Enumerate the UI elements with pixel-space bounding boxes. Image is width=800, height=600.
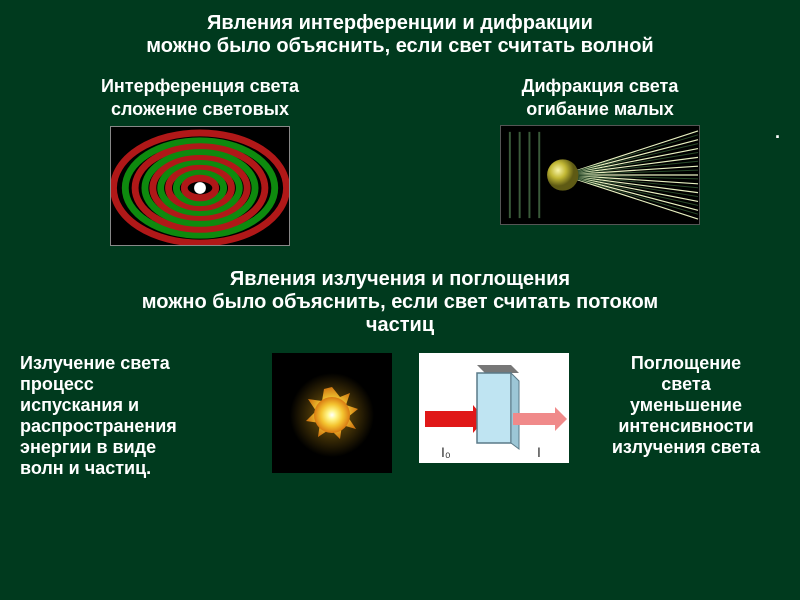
- absorption-l2: уменьшение: [586, 395, 786, 416]
- emission-image: [262, 353, 402, 473]
- diffraction-col: Дифракция света огибание малых .: [420, 76, 780, 260]
- star-svg: [272, 353, 392, 473]
- mid-line2: можно было объяснить, если свет считать …: [20, 291, 780, 314]
- diffraction-svg: [500, 125, 700, 225]
- top-row: Интерференция света сложение световых: [20, 76, 780, 260]
- title-line1: Явления интерференции и дифракции: [20, 12, 780, 35]
- interference-svg: [110, 126, 290, 246]
- emission-l2: испускания и: [20, 395, 250, 416]
- interference-heading: Интерференция света: [20, 76, 380, 97]
- i-label: I: [537, 444, 541, 460]
- absorption-heading: Поглощение: [586, 353, 786, 374]
- mid-title: Явления излучения и поглощения можно был…: [20, 268, 780, 337]
- interference-col: Интерференция света сложение световых: [20, 76, 380, 260]
- absorption-l3: интенсивности: [586, 416, 786, 437]
- interference-sub: сложение световых: [20, 99, 380, 120]
- interference-image: [20, 126, 380, 246]
- emission-l5: волн и частиц.: [20, 458, 250, 479]
- emission-l1: процесс: [20, 374, 250, 395]
- absorption-text: Поглощение света уменьшение интенсивност…: [586, 353, 786, 458]
- absorb-svg: I₀ I: [419, 353, 569, 463]
- mid-line3: частиц: [20, 314, 780, 337]
- emission-heading: Излучение света: [20, 353, 250, 374]
- title-line2: можно было объяснить, если свет считать …: [20, 35, 780, 58]
- main-title: Явления интерференции и дифракции можно …: [20, 12, 780, 58]
- slide-container: Явления интерференции и дифракции можно …: [0, 0, 800, 491]
- emission-l4: энергии в виде: [20, 437, 250, 458]
- absorption-l4: излучения света: [586, 437, 786, 458]
- diffraction-sub1: огибание малых: [420, 99, 780, 120]
- diffraction-image: [420, 125, 780, 225]
- absorption-l1: света: [586, 374, 786, 395]
- bottom-row: Излучение света процесс испускания и рас…: [20, 353, 780, 479]
- mid-line1: Явления излучения и поглощения: [20, 268, 780, 291]
- absorption-image: I₀ I: [414, 353, 574, 463]
- i0-label: I₀: [441, 444, 451, 460]
- emission-text: Излучение света процесс испускания и рас…: [20, 353, 250, 479]
- emission-l3: распространения: [20, 416, 250, 437]
- diffraction-heading: Дифракция света: [420, 76, 780, 97]
